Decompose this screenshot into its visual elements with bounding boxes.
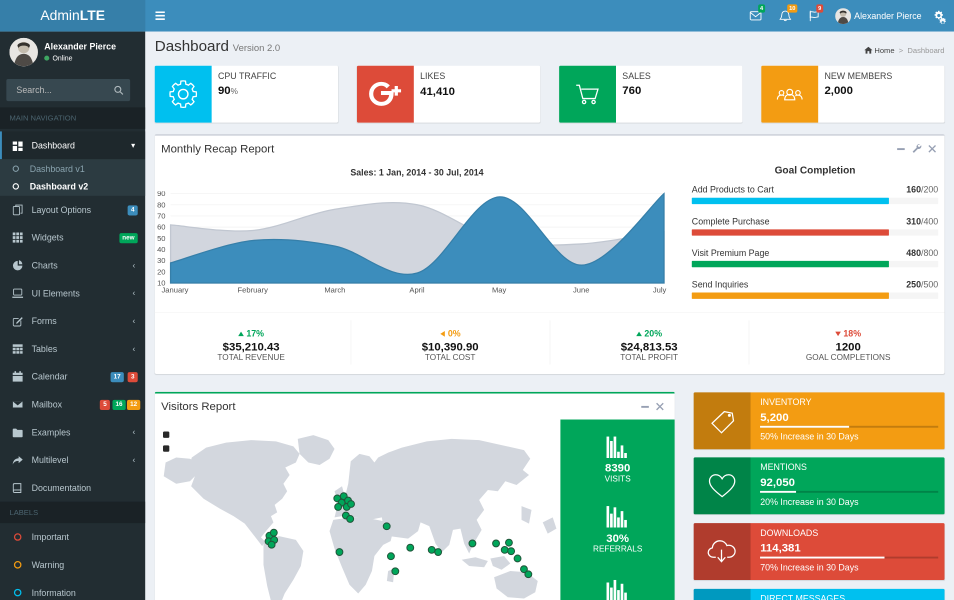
svg-text:10: 10 [157, 279, 165, 288]
svg-text:70: 70 [157, 211, 165, 220]
svg-text:February: February [238, 286, 269, 295]
svg-text:July: July [653, 286, 667, 295]
svg-text:60: 60 [157, 223, 165, 232]
svg-text:April: April [409, 286, 424, 295]
svg-text:30: 30 [157, 256, 165, 265]
svg-text:90: 90 [157, 191, 165, 198]
svg-text:80: 80 [157, 200, 165, 209]
svg-text:March: March [324, 286, 345, 295]
svg-text:40: 40 [157, 245, 165, 254]
svg-text:20: 20 [157, 267, 165, 276]
svg-text:50: 50 [157, 234, 165, 243]
svg-text:January: January [162, 286, 189, 295]
svg-text:May: May [492, 286, 507, 295]
svg-text:June: June [573, 286, 589, 295]
